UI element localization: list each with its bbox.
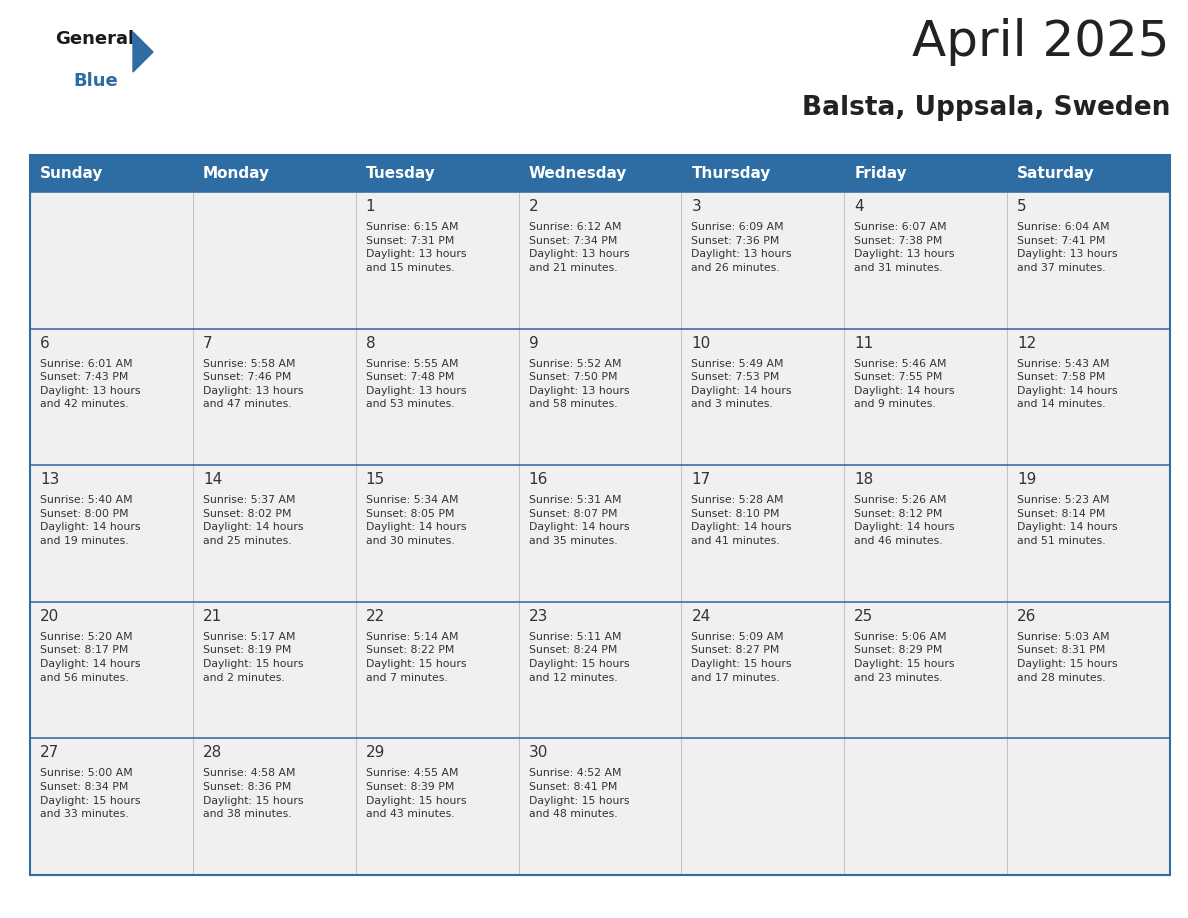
Text: Sunrise: 5:17 AM
Sunset: 8:19 PM
Daylight: 15 hours
and 2 minutes.: Sunrise: 5:17 AM Sunset: 8:19 PM Dayligh… — [203, 632, 303, 683]
Text: 1: 1 — [366, 199, 375, 214]
Text: 15: 15 — [366, 472, 385, 487]
Text: Sunrise: 4:58 AM
Sunset: 8:36 PM
Daylight: 15 hours
and 38 minutes.: Sunrise: 4:58 AM Sunset: 8:36 PM Dayligh… — [203, 768, 303, 819]
Text: Sunrise: 5:26 AM
Sunset: 8:12 PM
Daylight: 14 hours
and 46 minutes.: Sunrise: 5:26 AM Sunset: 8:12 PM Dayligh… — [854, 495, 955, 546]
Text: Sunrise: 6:04 AM
Sunset: 7:41 PM
Daylight: 13 hours
and 37 minutes.: Sunrise: 6:04 AM Sunset: 7:41 PM Dayligh… — [1017, 222, 1118, 273]
Text: Sunrise: 6:09 AM
Sunset: 7:36 PM
Daylight: 13 hours
and 26 minutes.: Sunrise: 6:09 AM Sunset: 7:36 PM Dayligh… — [691, 222, 792, 273]
Text: 11: 11 — [854, 336, 873, 351]
Text: 10: 10 — [691, 336, 710, 351]
Text: 6: 6 — [40, 336, 50, 351]
Text: Blue: Blue — [72, 72, 118, 90]
Text: Sunrise: 6:07 AM
Sunset: 7:38 PM
Daylight: 13 hours
and 31 minutes.: Sunrise: 6:07 AM Sunset: 7:38 PM Dayligh… — [854, 222, 955, 273]
Text: 30: 30 — [529, 745, 548, 760]
Text: 18: 18 — [854, 472, 873, 487]
Bar — [30, 738, 1170, 875]
Text: 12: 12 — [1017, 336, 1036, 351]
Text: Sunrise: 5:49 AM
Sunset: 7:53 PM
Daylight: 14 hours
and 3 minutes.: Sunrise: 5:49 AM Sunset: 7:53 PM Dayligh… — [691, 359, 792, 409]
Text: 19: 19 — [1017, 472, 1036, 487]
Text: Sunrise: 5:37 AM
Sunset: 8:02 PM
Daylight: 14 hours
and 25 minutes.: Sunrise: 5:37 AM Sunset: 8:02 PM Dayligh… — [203, 495, 303, 546]
Text: Sunrise: 4:55 AM
Sunset: 8:39 PM
Daylight: 15 hours
and 43 minutes.: Sunrise: 4:55 AM Sunset: 8:39 PM Dayligh… — [366, 768, 466, 819]
Text: General: General — [55, 30, 134, 48]
Bar — [30, 155, 1170, 192]
Text: 7: 7 — [203, 336, 213, 351]
Text: Sunrise: 6:01 AM
Sunset: 7:43 PM
Daylight: 13 hours
and 42 minutes.: Sunrise: 6:01 AM Sunset: 7:43 PM Dayligh… — [40, 359, 140, 409]
Text: 5: 5 — [1017, 199, 1026, 214]
Text: 16: 16 — [529, 472, 548, 487]
Text: Sunrise: 5:00 AM
Sunset: 8:34 PM
Daylight: 15 hours
and 33 minutes.: Sunrise: 5:00 AM Sunset: 8:34 PM Dayligh… — [40, 768, 140, 819]
Text: Sunrise: 6:12 AM
Sunset: 7:34 PM
Daylight: 13 hours
and 21 minutes.: Sunrise: 6:12 AM Sunset: 7:34 PM Dayligh… — [529, 222, 630, 273]
Text: 28: 28 — [203, 745, 222, 760]
Bar — [30, 329, 1170, 465]
Text: Sunrise: 5:28 AM
Sunset: 8:10 PM
Daylight: 14 hours
and 41 minutes.: Sunrise: 5:28 AM Sunset: 8:10 PM Dayligh… — [691, 495, 792, 546]
Text: 8: 8 — [366, 336, 375, 351]
Text: Sunrise: 6:15 AM
Sunset: 7:31 PM
Daylight: 13 hours
and 15 minutes.: Sunrise: 6:15 AM Sunset: 7:31 PM Dayligh… — [366, 222, 466, 273]
Text: Sunday: Sunday — [40, 166, 103, 181]
Text: 29: 29 — [366, 745, 385, 760]
Text: Sunrise: 5:20 AM
Sunset: 8:17 PM
Daylight: 14 hours
and 56 minutes.: Sunrise: 5:20 AM Sunset: 8:17 PM Dayligh… — [40, 632, 140, 683]
Text: Saturday: Saturday — [1017, 166, 1095, 181]
Text: Tuesday: Tuesday — [366, 166, 436, 181]
Bar — [30, 155, 1170, 875]
Text: 23: 23 — [529, 609, 548, 624]
Text: 3: 3 — [691, 199, 701, 214]
Text: 9: 9 — [529, 336, 538, 351]
Text: Wednesday: Wednesday — [529, 166, 627, 181]
Text: 21: 21 — [203, 609, 222, 624]
Text: Sunrise: 5:03 AM
Sunset: 8:31 PM
Daylight: 15 hours
and 28 minutes.: Sunrise: 5:03 AM Sunset: 8:31 PM Dayligh… — [1017, 632, 1118, 683]
Text: 25: 25 — [854, 609, 873, 624]
Text: 27: 27 — [40, 745, 59, 760]
Text: Sunrise: 4:52 AM
Sunset: 8:41 PM
Daylight: 15 hours
and 48 minutes.: Sunrise: 4:52 AM Sunset: 8:41 PM Dayligh… — [529, 768, 630, 819]
Text: Sunrise: 5:06 AM
Sunset: 8:29 PM
Daylight: 15 hours
and 23 minutes.: Sunrise: 5:06 AM Sunset: 8:29 PM Dayligh… — [854, 632, 955, 683]
Text: 20: 20 — [40, 609, 59, 624]
Text: April 2025: April 2025 — [912, 18, 1170, 66]
Text: Sunrise: 5:52 AM
Sunset: 7:50 PM
Daylight: 13 hours
and 58 minutes.: Sunrise: 5:52 AM Sunset: 7:50 PM Dayligh… — [529, 359, 630, 409]
Text: 24: 24 — [691, 609, 710, 624]
Bar — [30, 602, 1170, 738]
Text: Sunrise: 5:46 AM
Sunset: 7:55 PM
Daylight: 14 hours
and 9 minutes.: Sunrise: 5:46 AM Sunset: 7:55 PM Dayligh… — [854, 359, 955, 409]
Polygon shape — [133, 32, 153, 72]
Text: Monday: Monday — [203, 166, 270, 181]
Bar — [30, 465, 1170, 602]
Text: 14: 14 — [203, 472, 222, 487]
Text: Sunrise: 5:40 AM
Sunset: 8:00 PM
Daylight: 14 hours
and 19 minutes.: Sunrise: 5:40 AM Sunset: 8:00 PM Dayligh… — [40, 495, 140, 546]
Text: Thursday: Thursday — [691, 166, 771, 181]
Text: Friday: Friday — [854, 166, 906, 181]
Text: Sunrise: 5:58 AM
Sunset: 7:46 PM
Daylight: 13 hours
and 47 minutes.: Sunrise: 5:58 AM Sunset: 7:46 PM Dayligh… — [203, 359, 303, 409]
Text: Sunrise: 5:23 AM
Sunset: 8:14 PM
Daylight: 14 hours
and 51 minutes.: Sunrise: 5:23 AM Sunset: 8:14 PM Dayligh… — [1017, 495, 1118, 546]
Text: Sunrise: 5:11 AM
Sunset: 8:24 PM
Daylight: 15 hours
and 12 minutes.: Sunrise: 5:11 AM Sunset: 8:24 PM Dayligh… — [529, 632, 630, 683]
Text: 22: 22 — [366, 609, 385, 624]
Text: Sunrise: 5:09 AM
Sunset: 8:27 PM
Daylight: 15 hours
and 17 minutes.: Sunrise: 5:09 AM Sunset: 8:27 PM Dayligh… — [691, 632, 792, 683]
Bar — [30, 192, 1170, 329]
Text: 2: 2 — [529, 199, 538, 214]
Text: Sunrise: 5:14 AM
Sunset: 8:22 PM
Daylight: 15 hours
and 7 minutes.: Sunrise: 5:14 AM Sunset: 8:22 PM Dayligh… — [366, 632, 466, 683]
Text: 13: 13 — [40, 472, 59, 487]
Text: 26: 26 — [1017, 609, 1036, 624]
Text: 17: 17 — [691, 472, 710, 487]
Text: Sunrise: 5:43 AM
Sunset: 7:58 PM
Daylight: 14 hours
and 14 minutes.: Sunrise: 5:43 AM Sunset: 7:58 PM Dayligh… — [1017, 359, 1118, 409]
Text: Sunrise: 5:34 AM
Sunset: 8:05 PM
Daylight: 14 hours
and 30 minutes.: Sunrise: 5:34 AM Sunset: 8:05 PM Dayligh… — [366, 495, 466, 546]
Text: Sunrise: 5:31 AM
Sunset: 8:07 PM
Daylight: 14 hours
and 35 minutes.: Sunrise: 5:31 AM Sunset: 8:07 PM Dayligh… — [529, 495, 630, 546]
Text: Sunrise: 5:55 AM
Sunset: 7:48 PM
Daylight: 13 hours
and 53 minutes.: Sunrise: 5:55 AM Sunset: 7:48 PM Dayligh… — [366, 359, 466, 409]
Text: 4: 4 — [854, 199, 864, 214]
Text: Balsta, Uppsala, Sweden: Balsta, Uppsala, Sweden — [802, 95, 1170, 121]
